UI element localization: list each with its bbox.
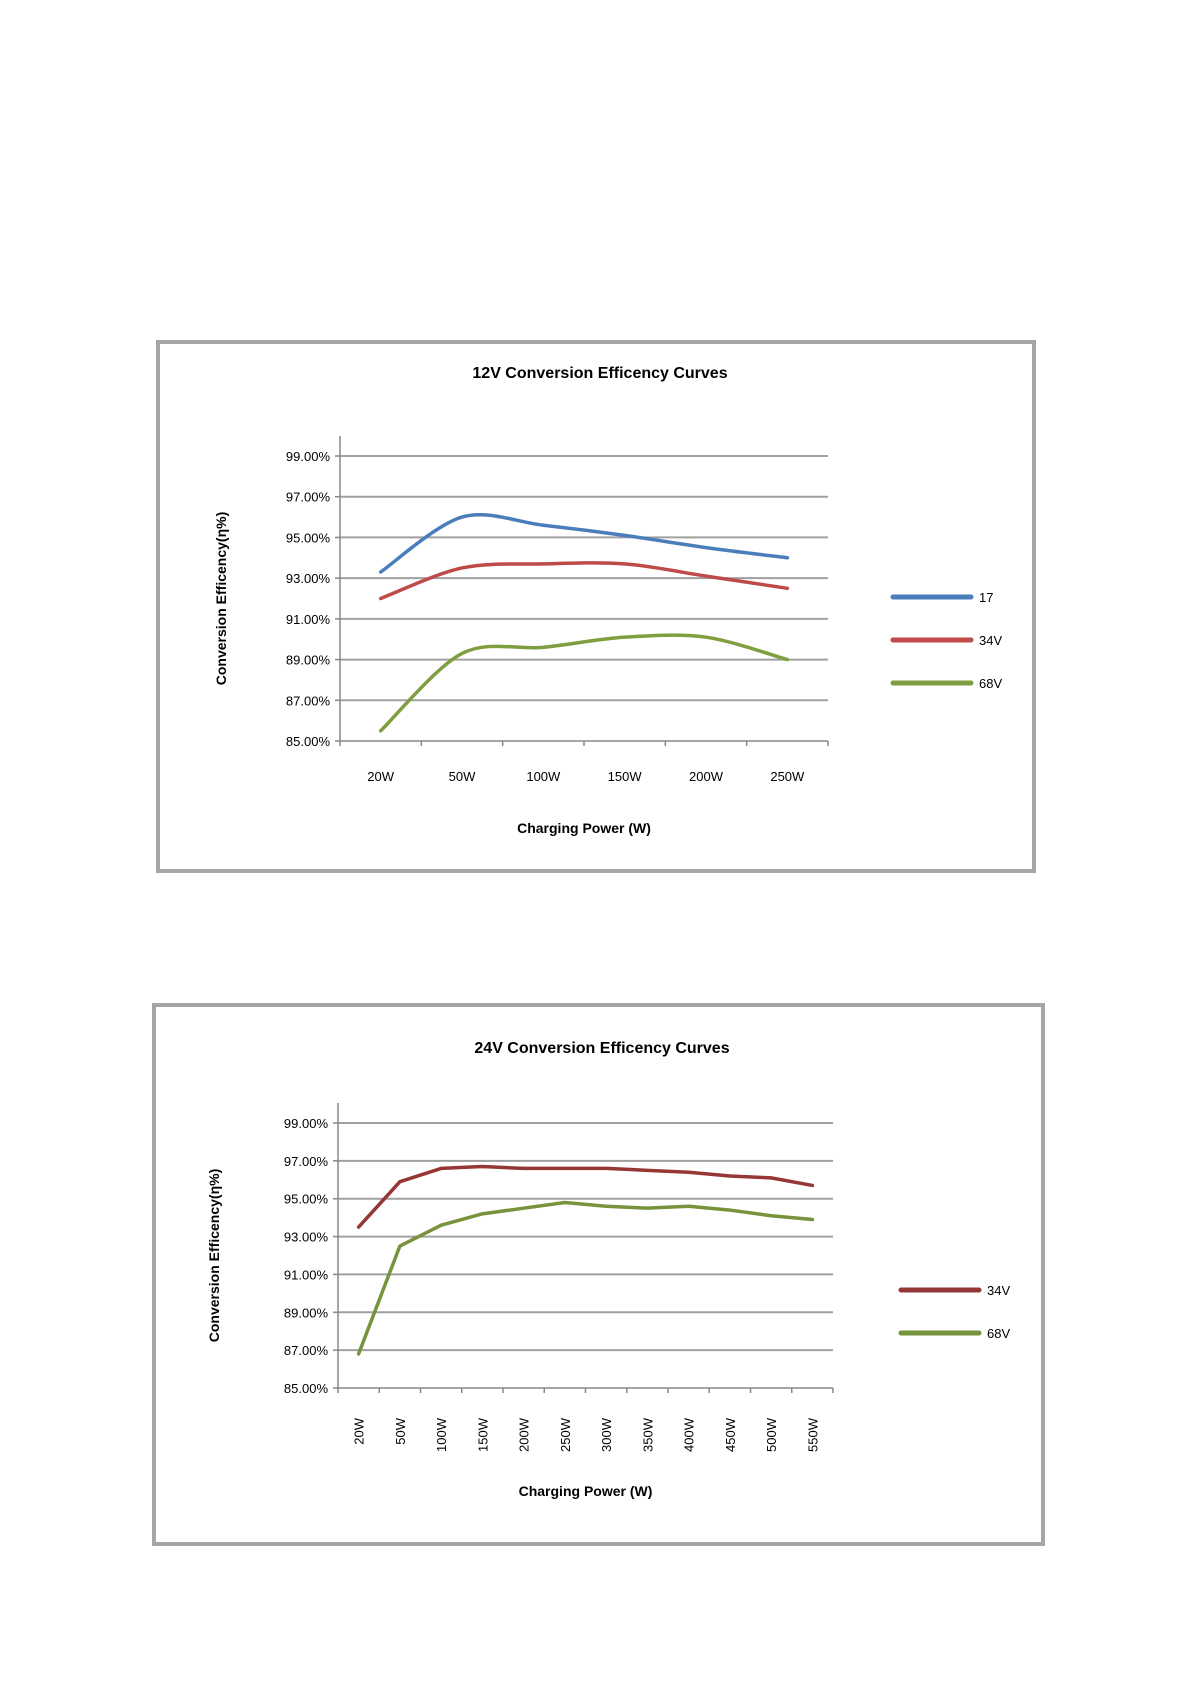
x-tick-label: 150W (475, 1417, 490, 1452)
y-tick-label: 95.00% (284, 1192, 329, 1207)
x-tick-label: 150W (608, 769, 643, 784)
series-line-34v (378, 561, 790, 601)
x-tick-label: 500W (764, 1417, 779, 1452)
legend-label: 34V (987, 1283, 1010, 1298)
x-axis-label: Charging Power (W) (519, 1483, 653, 1499)
x-tick-label: 400W (682, 1417, 697, 1452)
y-tick-label: 95.00% (286, 530, 331, 545)
legend-label: 68V (979, 676, 1002, 691)
x-tick-label: 300W (599, 1417, 614, 1452)
x-tick-label: 20W (367, 769, 394, 784)
x-tick-label: 100W (526, 769, 561, 784)
series-line-68v (378, 633, 790, 733)
x-tick-label: 250W (558, 1417, 573, 1452)
chart-24v: 24V Conversion Efficency Curves 85.00% 87.… (206, 1040, 1010, 1499)
y-tick-label: 93.00% (284, 1230, 329, 1245)
legend-label: 68V (987, 1326, 1010, 1341)
x-tick-label: 100W (434, 1417, 449, 1452)
x-tick-label: 550W (805, 1417, 820, 1452)
series-line-34v (356, 1164, 815, 1229)
y-tick-label: 93.00% (286, 571, 331, 586)
chart-title: 12V Conversion Efficency Curves (472, 365, 727, 382)
y-tick-label: 91.00% (286, 612, 331, 627)
series-line-68v (356, 1200, 815, 1356)
x-tick-label: 200W (689, 769, 724, 784)
x-tick-label: 50W (393, 1417, 408, 1444)
chart-24v-frame: 24V Conversion Efficency Curves 85.00% 87.… (152, 1003, 1045, 1546)
x-tick-label: 250W (770, 769, 805, 784)
chart-12v: 12V Conversion Efficency Curves 85.00% 87.… (213, 365, 1002, 836)
y-tick-label: 91.00% (284, 1267, 329, 1282)
y-tick-label: 99.00% (284, 1116, 329, 1131)
x-tick-label: 450W (723, 1417, 738, 1452)
x-tick-label: 20W (352, 1417, 367, 1444)
x-tick-label: 200W (517, 1417, 532, 1452)
y-tick-label: 89.00% (284, 1305, 329, 1320)
x-tick-label: 50W (449, 769, 476, 784)
series-line-17 (378, 513, 790, 574)
y-tick-label: 85.00% (286, 734, 331, 749)
y-tick-label: 97.00% (286, 490, 331, 505)
x-axis-label: Charging Power (W) (517, 820, 651, 836)
y-tick-label: 87.00% (286, 693, 331, 708)
legend-label: 17 (979, 590, 993, 605)
x-tick-label: 350W (640, 1417, 655, 1452)
y-tick-label: 85.00% (284, 1381, 329, 1396)
y-axis-label: Conversion Efficency(η%) (213, 512, 229, 685)
y-axis-label: Conversion Efficency(η%) (206, 1169, 222, 1342)
y-tick-label: 87.00% (284, 1343, 329, 1358)
chart-title: 24V Conversion Efficency Curves (474, 1040, 729, 1057)
y-tick-label: 97.00% (284, 1154, 329, 1169)
y-tick-label: 89.00% (286, 653, 331, 668)
chart-12v-frame: 12V Conversion Efficency Curves 85.00% 87.… (156, 340, 1036, 873)
legend-label: 34V (979, 633, 1002, 648)
y-tick-label: 99.00% (286, 449, 331, 464)
